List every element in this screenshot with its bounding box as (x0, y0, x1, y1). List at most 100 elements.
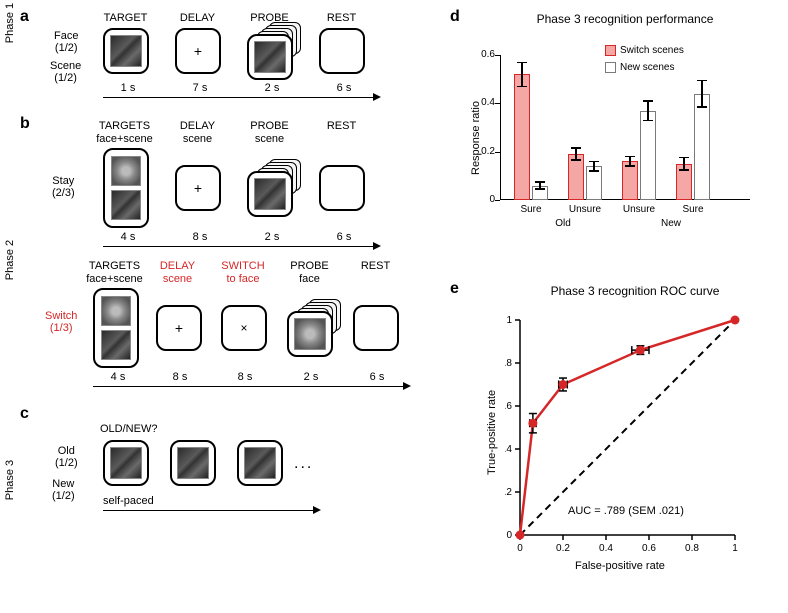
thumb-icon (111, 190, 141, 220)
panel-d-legend1: New scenes (605, 62, 674, 73)
panel-e-title: Phase 3 recognition ROC curve (510, 284, 760, 298)
panel-d-plot: 00.20.40.6SureUnsureUnsureSureOldNew (500, 55, 750, 200)
panel-a-time3: 6 s (324, 82, 364, 94)
face-icon (111, 156, 141, 186)
panel-b-sw-rest (353, 305, 399, 351)
svg-text:1: 1 (732, 543, 738, 554)
svg-text:0.6: 0.6 (642, 543, 656, 554)
panel-a-rest-card (319, 28, 365, 74)
panel-a-time1: 7 s (180, 82, 220, 94)
panel-b-label: b (20, 115, 30, 133)
thumb-icon (244, 447, 276, 479)
swatch-icon (605, 62, 616, 73)
panel-b-sw-step1: DELAYscene (150, 260, 205, 286)
panel-b-stay-timeline (103, 246, 373, 247)
panel-d-legend0: Switch scenes (605, 45, 684, 56)
panel-c-phase-label: Phase 3 (4, 450, 16, 510)
panel-b-stay-targets (103, 148, 149, 228)
legend-label: New scenes (620, 62, 674, 73)
arrow-icon (373, 242, 381, 250)
panel-b-sw-t3: 2 s (291, 371, 331, 383)
panel-b-switch-label: Switch (1/3) (45, 310, 77, 334)
thumb-icon (254, 41, 286, 73)
thumb-icon (101, 330, 131, 360)
panel-c-old-label: Old (1/2) (55, 445, 78, 469)
panel-b-stay-step3-top: REST (314, 120, 369, 133)
panel-a-label: a (20, 8, 29, 26)
panel-a-phase-label: Phase 1 (4, 0, 16, 53)
panel-b-stay-step1-top: DELAYscene (170, 120, 225, 146)
svg-text:0.2: 0.2 (505, 487, 512, 498)
panel-b-stay-t1: 8 s (180, 231, 220, 243)
swatch-icon (605, 45, 616, 56)
panel-d-label: d (450, 8, 460, 26)
panel-b-sw-t0: 4 s (98, 371, 138, 383)
panel-b-sw-step4: REST (348, 260, 403, 273)
panel-c-card0 (103, 440, 149, 486)
panel-c-label: c (20, 405, 29, 423)
ellipsis-icon: ... (294, 455, 313, 473)
panel-b-sw-t1: 8 s (160, 371, 200, 383)
panel-c-new-label: New (1/2) (52, 478, 75, 502)
panel-b-stay-step0-top: TARGETSface+scene (92, 120, 157, 146)
panel-a-scene-label: Scene (1/2) (50, 60, 81, 84)
panel-b-sw-t4: 6 s (357, 371, 397, 383)
svg-text:0.2: 0.2 (556, 543, 570, 554)
svg-text:0: 0 (506, 530, 512, 541)
plus-icon: + (194, 43, 202, 59)
panel-c-header: OLD/NEW? (100, 423, 180, 436)
panel-b-stay-t2: 2 s (252, 231, 292, 243)
panel-b-sw-step3: PROBEface (282, 260, 337, 286)
svg-text:0.8: 0.8 (505, 358, 512, 369)
panel-b-sw-switch: × (221, 305, 267, 351)
panel-b-stay-rest (319, 165, 365, 211)
svg-text:1: 1 (506, 315, 512, 326)
panel-b-sw-delay: + (156, 305, 202, 351)
thumb-icon (254, 178, 286, 210)
legend-label: Switch scenes (620, 45, 684, 56)
panel-b-stay-t3: 6 s (324, 231, 364, 243)
panel-e-label: e (450, 280, 459, 298)
panel-b-stay-step2-top: PROBEscene (242, 120, 297, 146)
panel-e-plot: 000.20.20.40.40.60.60.80.811 (505, 305, 770, 570)
panel-b-sw-step2: SWITCHto face (213, 260, 273, 286)
panel-c-card1 (170, 440, 216, 486)
panel-a-time0: 1 s (108, 82, 148, 94)
panel-b-sw-timeline (93, 386, 403, 387)
panel-b-stay-t0: 4 s (108, 231, 148, 243)
panel-b-phase-label: Phase 2 (4, 230, 16, 290)
thumb-icon (177, 447, 209, 479)
face-icon (294, 318, 326, 350)
panel-a-step0-label: TARGET (98, 12, 153, 25)
panel-a-target-card (103, 28, 149, 74)
times-icon: × (240, 321, 247, 335)
panel-a-step1-label: DELAY (170, 12, 225, 25)
svg-text:0.8: 0.8 (685, 543, 699, 554)
panel-b-stay-delay: + (175, 165, 221, 211)
thumb-icon (110, 447, 142, 479)
panel-b-sw-t2: 8 s (225, 371, 265, 383)
panel-c-card2 (237, 440, 283, 486)
panel-e-auc: AUC = .789 (SEM .021) (568, 505, 684, 517)
face-icon (101, 296, 131, 326)
panel-e-xlabel: False-positive rate (575, 560, 665, 572)
svg-text:0.4: 0.4 (599, 543, 613, 554)
panel-d-title: Phase 3 recognition performance (500, 12, 750, 26)
panel-a-delay-card: + (175, 28, 221, 74)
panel-a-face-label: Face (1/2) (54, 30, 78, 54)
panel-b-stay-label: Stay (2/3) (52, 175, 75, 199)
panel-d-ylabel: Response ratio (470, 101, 482, 175)
arrow-icon (373, 93, 381, 101)
arrow-icon (313, 506, 321, 514)
panel-a-time2: 2 s (252, 82, 292, 94)
svg-text:0: 0 (517, 543, 523, 554)
panel-c-pace: self-paced (103, 495, 173, 507)
panel-e-ylabel: True-positive rate (486, 390, 498, 475)
panel-a-timeline (103, 97, 373, 98)
plus-icon: + (175, 320, 183, 336)
plus-icon: + (194, 180, 202, 196)
panel-c-timeline (103, 510, 313, 511)
panel-b-sw-step0: TARGETSface+scene (82, 260, 147, 286)
arrow-icon (403, 382, 411, 390)
panel-b-sw-targets (93, 288, 139, 368)
